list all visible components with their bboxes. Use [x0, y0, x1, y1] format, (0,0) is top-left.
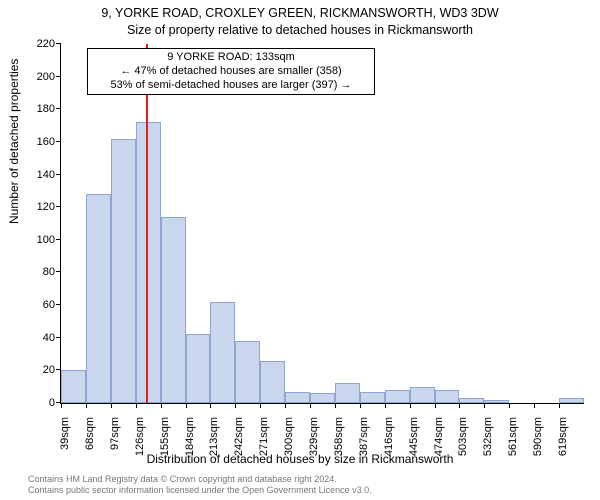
histogram-bar: [235, 341, 260, 403]
y-tick-label: 220: [37, 38, 55, 50]
x-tick-mark: [310, 403, 311, 408]
x-tick-mark: [459, 403, 460, 408]
x-tick-label: 329sqm: [308, 417, 320, 456]
x-tick-label: 68sqm: [84, 417, 96, 450]
x-tick-mark: [111, 403, 112, 408]
histogram-bar: [86, 194, 111, 403]
y-tick-label: 80: [43, 266, 55, 278]
footer-line1: Contains HM Land Registry data © Crown c…: [28, 474, 372, 485]
x-tick-label: 474sqm: [433, 417, 445, 456]
y-tick-label: 40: [43, 332, 55, 344]
y-tick-mark: [56, 108, 61, 109]
x-tick-label: 619sqm: [557, 417, 569, 456]
x-tick-label: 387sqm: [358, 417, 370, 456]
y-tick-mark: [56, 141, 61, 142]
x-tick-label: 184sqm: [184, 417, 196, 456]
histogram-bar: [61, 370, 86, 403]
annotation-line: ← 47% of detached houses are smaller (35…: [94, 65, 368, 79]
y-tick-label: 0: [49, 397, 55, 409]
x-tick-mark: [484, 403, 485, 408]
annotation-line: 9 YORKE ROAD: 133sqm: [94, 51, 368, 65]
x-tick-mark: [360, 403, 361, 408]
x-tick-mark: [509, 403, 510, 408]
histogram-bar: [161, 217, 186, 403]
histogram-bar: [385, 390, 410, 403]
histogram-bar: [335, 383, 360, 403]
x-tick-mark: [559, 403, 560, 408]
y-tick-label: 200: [37, 71, 55, 83]
y-tick-mark: [56, 239, 61, 240]
y-tick-label: 120: [37, 201, 55, 213]
x-tick-label: 300sqm: [283, 417, 295, 456]
histogram-bar: [559, 398, 584, 403]
y-tick-label: 180: [37, 103, 55, 115]
x-tick-label: 445sqm: [408, 417, 420, 456]
histogram-bar: [410, 387, 435, 403]
histogram-bar: [186, 334, 211, 403]
y-tick-label: 140: [37, 169, 55, 181]
reference-line: [146, 44, 148, 403]
x-tick-mark: [285, 403, 286, 408]
histogram-bar: [136, 122, 161, 403]
x-tick-label: 271sqm: [258, 417, 270, 456]
x-tick-mark: [435, 403, 436, 408]
histogram-bar: [285, 392, 310, 403]
histogram-bar: [260, 361, 285, 403]
x-tick-label: 561sqm: [507, 417, 519, 456]
y-tick-label: 100: [37, 234, 55, 246]
histogram-bar: [360, 392, 385, 403]
x-tick-label: 242sqm: [233, 417, 245, 456]
annotation-box: 9 YORKE ROAD: 133sqm← 47% of detached ho…: [87, 48, 375, 95]
y-tick-label: 160: [37, 136, 55, 148]
y-tick-mark: [56, 43, 61, 44]
x-tick-label: 590sqm: [532, 417, 544, 456]
chart-title-line2: Size of property relative to detached ho…: [0, 23, 600, 37]
y-tick-mark: [56, 304, 61, 305]
x-tick-mark: [260, 403, 261, 408]
x-tick-mark: [161, 403, 162, 408]
x-tick-mark: [534, 403, 535, 408]
x-tick-mark: [410, 403, 411, 408]
y-tick-mark: [56, 206, 61, 207]
x-tick-label: 39sqm: [59, 417, 71, 450]
annotation-line: 53% of semi-detached houses are larger (…: [94, 79, 368, 93]
x-tick-mark: [61, 403, 62, 408]
x-tick-mark: [335, 403, 336, 408]
footer-attribution: Contains HM Land Registry data © Crown c…: [28, 474, 372, 496]
y-tick-mark: [56, 174, 61, 175]
histogram-bar: [210, 302, 235, 403]
x-tick-label: 126sqm: [134, 417, 146, 456]
x-tick-label: 416sqm: [383, 417, 395, 456]
y-tick-mark: [56, 271, 61, 272]
histogram-bar: [111, 139, 136, 403]
x-tick-mark: [86, 403, 87, 408]
x-tick-label: 503sqm: [457, 417, 469, 456]
chart-title-line1: 9, YORKE ROAD, CROXLEY GREEN, RICKMANSWO…: [0, 6, 600, 20]
x-tick-mark: [385, 403, 386, 408]
x-tick-mark: [210, 403, 211, 408]
x-tick-mark: [186, 403, 187, 408]
x-tick-label: 358sqm: [333, 417, 345, 456]
histogram-bar: [310, 393, 335, 403]
histogram-bar: [435, 390, 460, 403]
footer-line2: Contains public sector information licen…: [28, 485, 372, 496]
x-tick-label: 97sqm: [109, 417, 121, 450]
plot-area: 02040608010012014016018020022039sqm68sqm…: [60, 44, 584, 404]
x-tick-mark: [136, 403, 137, 408]
x-tick-label: 532sqm: [482, 417, 494, 456]
y-tick-label: 20: [43, 364, 55, 376]
histogram-bar: [484, 400, 509, 403]
y-tick-mark: [56, 337, 61, 338]
chart-container: 9, YORKE ROAD, CROXLEY GREEN, RICKMANSWO…: [0, 0, 600, 500]
x-tick-label: 155sqm: [159, 417, 171, 456]
y-tick-mark: [56, 76, 61, 77]
y-axis-label: Number of detached properties: [7, 59, 21, 224]
x-tick-mark: [235, 403, 236, 408]
y-tick-label: 60: [43, 299, 55, 311]
x-tick-label: 213sqm: [208, 417, 220, 456]
histogram-bar: [459, 398, 484, 403]
x-axis-label: Distribution of detached houses by size …: [0, 452, 600, 466]
